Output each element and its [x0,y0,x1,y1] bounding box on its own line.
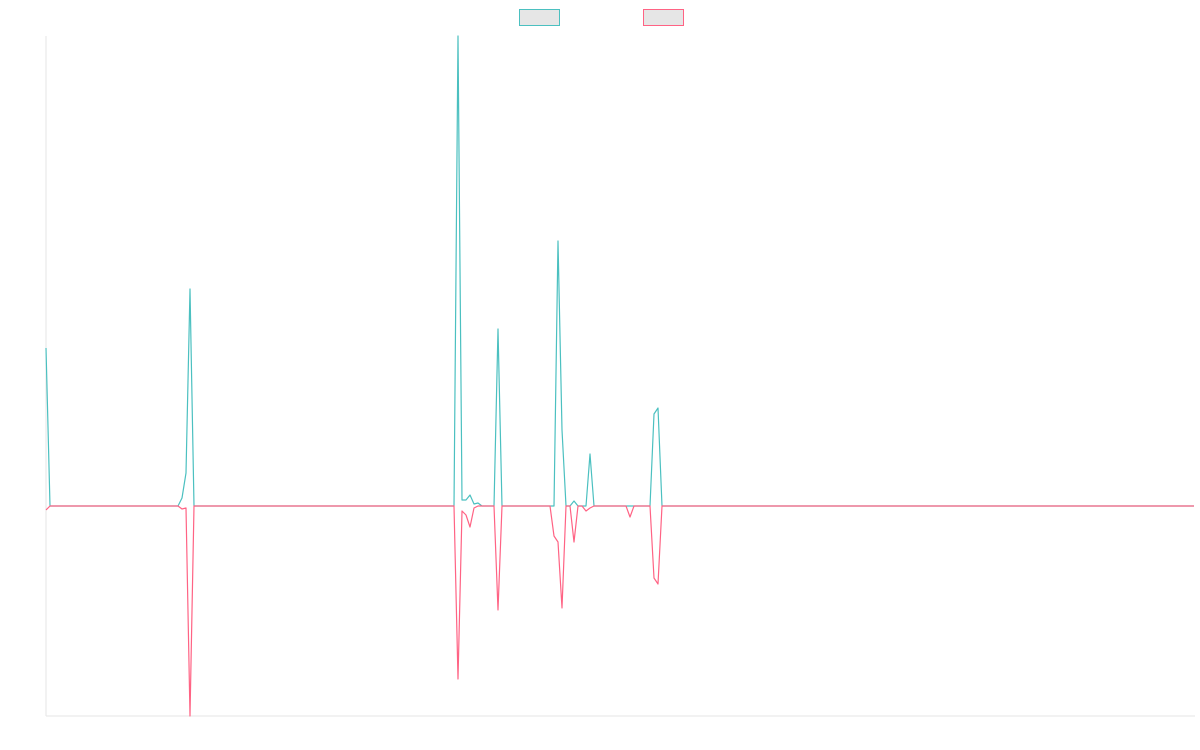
legend-swatch[interactable] [643,9,684,26]
legend-swatch[interactable] [519,9,560,26]
line-series [45,505,1194,717]
line-series [45,35,1194,507]
